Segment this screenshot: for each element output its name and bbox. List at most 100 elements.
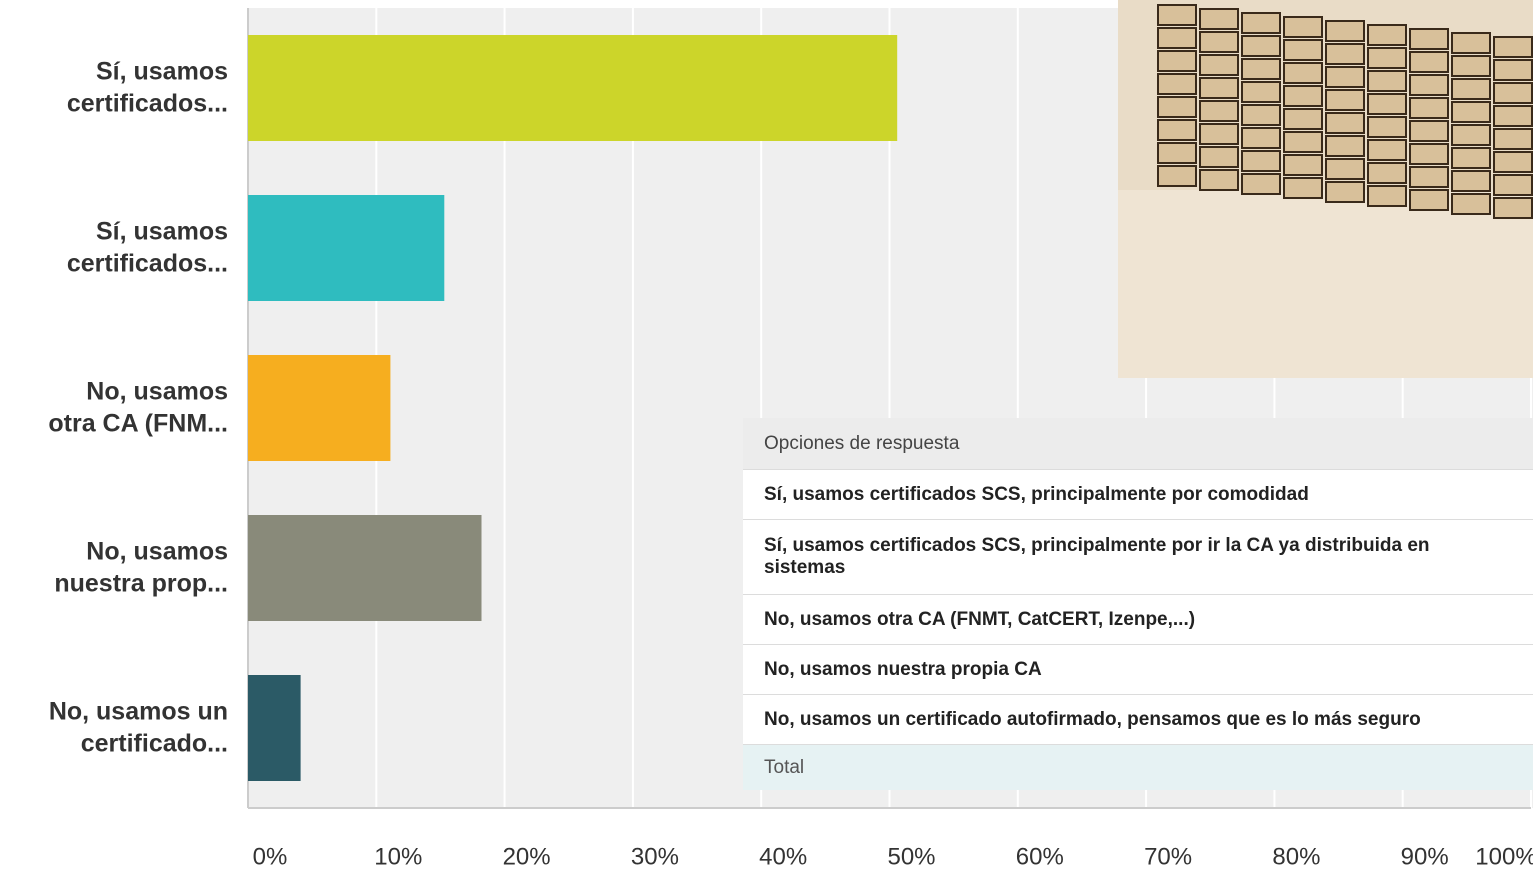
x-tick-label: 100% bbox=[1475, 843, 1533, 870]
x-tick-label: 70% bbox=[1144, 843, 1192, 870]
y-tick-label: No, usamos un bbox=[49, 698, 228, 726]
mailbox bbox=[1451, 78, 1491, 100]
photo bbox=[1118, 0, 1533, 378]
mailbox bbox=[1367, 185, 1407, 207]
bar bbox=[248, 35, 898, 141]
mailbox bbox=[1493, 197, 1533, 219]
mailbox bbox=[1367, 139, 1407, 161]
x-tick-label: 80% bbox=[1272, 843, 1320, 870]
row-text: No, usamos nuestra propia CA bbox=[764, 658, 1042, 680]
mailbox bbox=[1367, 70, 1407, 92]
table-total: Total bbox=[743, 745, 1533, 790]
mailbox bbox=[1241, 173, 1281, 195]
x-tick-label: 90% bbox=[1401, 843, 1449, 870]
response-table: Opciones de respuesta Sí, usamos certifi… bbox=[743, 418, 1533, 790]
mailbox bbox=[1451, 124, 1491, 146]
bar bbox=[248, 355, 391, 461]
mailbox bbox=[1451, 101, 1491, 123]
mailbox bbox=[1325, 43, 1365, 65]
mailbox bbox=[1409, 97, 1449, 119]
table-row: Sí, usamos certificados SCS, principalme… bbox=[743, 520, 1533, 595]
mailbox bbox=[1493, 59, 1533, 81]
mailbox bbox=[1409, 166, 1449, 188]
row-text: sistemas bbox=[764, 557, 846, 578]
y-tick-label: Sí, usamos bbox=[96, 218, 228, 246]
row-text: Sí, usamos certificados SCS, principalme… bbox=[764, 535, 1430, 556]
x-tick-label: 40% bbox=[759, 843, 807, 870]
row-text: No, usamos otra CA (FNMT, CatCERT, Izenp… bbox=[764, 608, 1196, 630]
mailbox bbox=[1157, 142, 1197, 164]
mailbox bbox=[1283, 108, 1323, 130]
mailbox bbox=[1241, 12, 1281, 34]
x-tick-label: 10% bbox=[374, 843, 422, 870]
mailbox bbox=[1493, 151, 1533, 173]
mailbox bbox=[1325, 181, 1365, 203]
mailbox bbox=[1409, 51, 1449, 73]
bar bbox=[248, 195, 445, 301]
y-tick-label: otra CA (FNM... bbox=[48, 410, 228, 438]
mailbox bbox=[1367, 162, 1407, 184]
mailbox bbox=[1283, 85, 1323, 107]
mailbox bbox=[1493, 128, 1533, 150]
mailbox bbox=[1283, 154, 1323, 176]
mailbox bbox=[1409, 120, 1449, 142]
mailbox bbox=[1325, 135, 1365, 157]
mailbox bbox=[1157, 119, 1197, 141]
y-tick-label: certificados... bbox=[67, 90, 228, 118]
mailbox bbox=[1283, 16, 1323, 38]
mailbox bbox=[1493, 82, 1533, 104]
mailbox bbox=[1367, 24, 1407, 46]
table-row: No, usamos otra CA (FNMT, CatCERT, Izenp… bbox=[743, 595, 1533, 645]
mailbox bbox=[1367, 93, 1407, 115]
mailbox bbox=[1367, 47, 1407, 69]
y-tick-label: certificado... bbox=[81, 730, 228, 758]
mailbox bbox=[1157, 50, 1197, 72]
mailbox bbox=[1241, 150, 1281, 172]
mailbox bbox=[1493, 174, 1533, 196]
mailbox bbox=[1241, 81, 1281, 103]
table-row: Sí, usamos certificados SCS, principalme… bbox=[743, 470, 1533, 520]
mailbox bbox=[1157, 27, 1197, 49]
mailbox bbox=[1199, 77, 1239, 99]
mailbox bbox=[1451, 32, 1491, 54]
mailbox bbox=[1241, 58, 1281, 80]
mailbox bbox=[1157, 4, 1197, 26]
mailbox bbox=[1157, 165, 1197, 187]
x-tick-label: 0% bbox=[253, 843, 288, 870]
x-tick-label: 20% bbox=[503, 843, 551, 870]
mailbox bbox=[1451, 170, 1491, 192]
mailbox bbox=[1409, 28, 1449, 50]
mailbox bbox=[1157, 73, 1197, 95]
y-tick-label: certificados... bbox=[67, 250, 228, 278]
mailbox bbox=[1199, 54, 1239, 76]
mailbox bbox=[1451, 193, 1491, 215]
x-tick-label: 50% bbox=[887, 843, 935, 870]
y-tick-label: nuestra prop... bbox=[54, 570, 228, 598]
table-row: No, usamos un certificado autofirmado, p… bbox=[743, 695, 1533, 745]
mailbox bbox=[1367, 116, 1407, 138]
mailbox bbox=[1199, 100, 1239, 122]
mailbox bbox=[1199, 8, 1239, 30]
mailbox bbox=[1199, 169, 1239, 191]
table-header: Opciones de respuesta bbox=[743, 418, 1533, 470]
mailbox bbox=[1325, 158, 1365, 180]
mailbox bbox=[1199, 146, 1239, 168]
mailbox bbox=[1241, 127, 1281, 149]
bar bbox=[248, 515, 482, 621]
row-text: No, usamos un certificado autofirmado, p… bbox=[764, 708, 1421, 730]
mailbox bbox=[1493, 105, 1533, 127]
mailbox bbox=[1283, 131, 1323, 153]
mailbox bbox=[1199, 31, 1239, 53]
mailbox bbox=[1493, 36, 1533, 58]
mailbox bbox=[1325, 20, 1365, 42]
mailbox bbox=[1409, 74, 1449, 96]
mailbox bbox=[1409, 143, 1449, 165]
x-tick-label: 30% bbox=[631, 843, 679, 870]
x-tick-label: 60% bbox=[1016, 843, 1064, 870]
mailbox bbox=[1283, 62, 1323, 84]
mailbox bbox=[1241, 35, 1281, 57]
mailbox bbox=[1409, 189, 1449, 211]
mailbox bbox=[1241, 104, 1281, 126]
mailbox bbox=[1199, 123, 1239, 145]
